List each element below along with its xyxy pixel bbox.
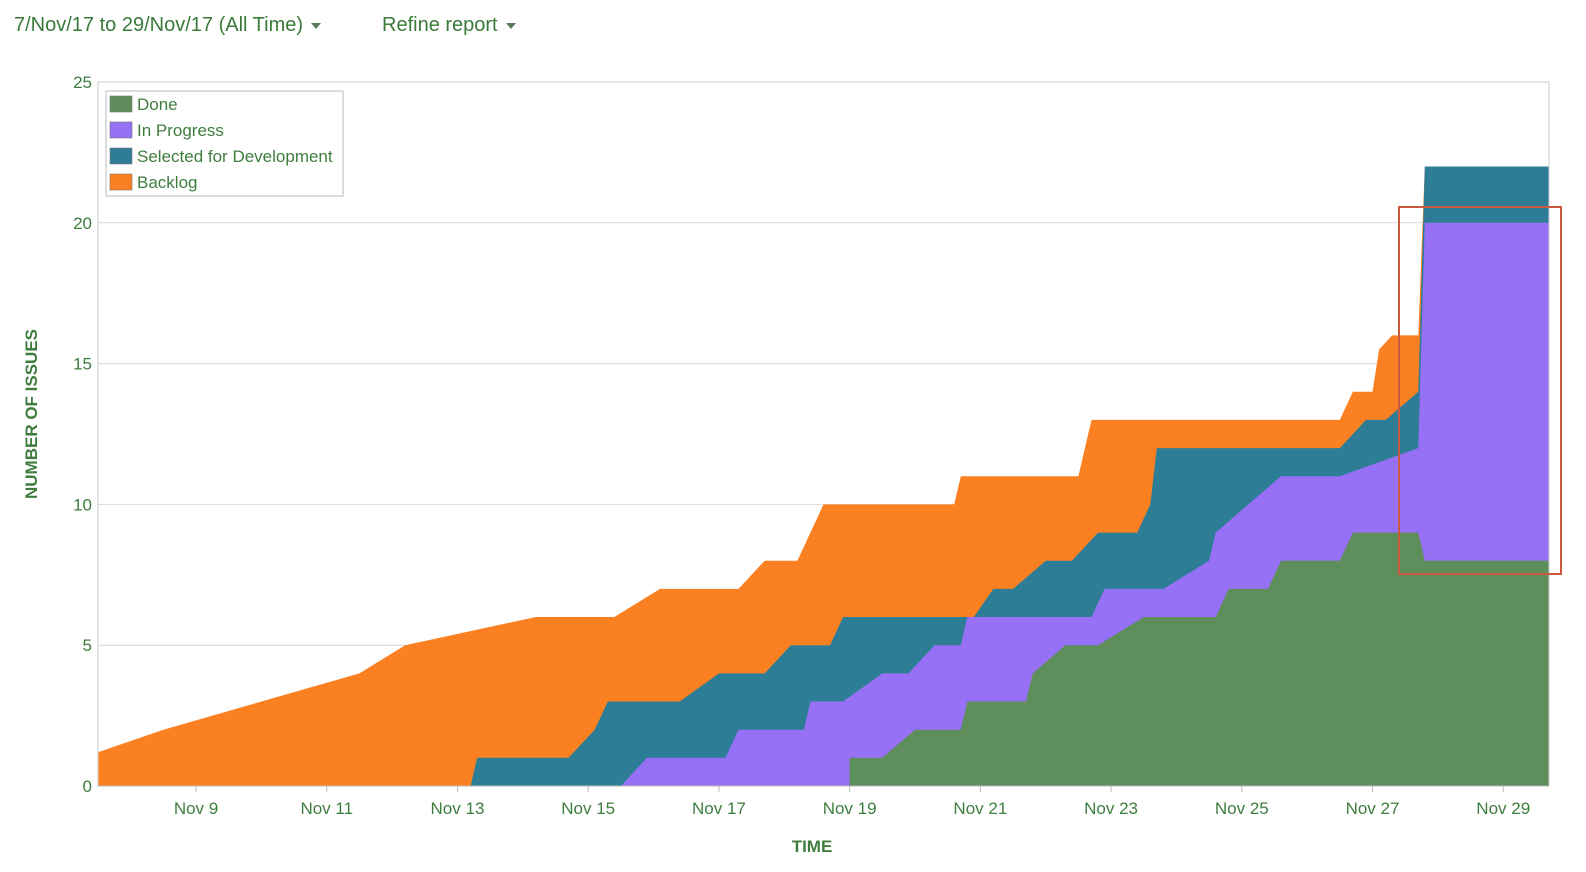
y-axis-ticks: 0 5 10 15 20 25: [73, 73, 92, 796]
x-axis-ticks: Nov 9 Nov 11 Nov 13 Nov 15 Nov 17 Nov 19 Nov 2…: [174, 786, 1530, 818]
legend-swatch-done: [109, 95, 133, 113]
x-tick-label: Nov 21: [953, 799, 1007, 818]
y-tick-label: 0: [83, 777, 92, 796]
x-tick-label: Nov 9: [174, 799, 218, 818]
y-axis-title: NUMBER OF ISSUES: [22, 329, 41, 499]
y-tick-label: 15: [73, 355, 92, 374]
plot-areas: [98, 166, 1549, 787]
x-tick-label: Nov 29: [1476, 799, 1530, 818]
legend-swatch-selected: [109, 147, 133, 165]
caret-down-icon: [505, 22, 516, 29]
date-range-dropdown[interactable]: 7/Nov/17 to 29/Nov/17 (All Time): [14, 14, 322, 37]
legend-box: [105, 90, 344, 197]
x-tick-label: Nov 17: [692, 799, 746, 818]
legend-label-in-progress: In Progress: [137, 121, 224, 140]
x-tick-label: Nov 25: [1215, 799, 1269, 818]
x-tick-label: Nov 13: [431, 799, 485, 818]
x-tick-label: Nov 11: [300, 799, 353, 818]
x-tick-label: Nov 19: [823, 799, 877, 818]
refine-report-dropdown[interactable]: Refine report: [382, 14, 516, 37]
legend-swatch-in-progress: [109, 121, 133, 139]
y-tick-label: 5: [83, 636, 92, 655]
plot-frame: [97, 81, 1550, 787]
chart-legend: Done In Progress Selected for Development B…: [105, 90, 344, 197]
legend-label-selected: Selected for Development: [137, 147, 333, 166]
highlight-box: [1398, 206, 1562, 575]
y-tick-label: 20: [73, 214, 92, 233]
legend-label-backlog: Backlog: [137, 173, 197, 192]
x-tick-label: Nov 23: [1084, 799, 1138, 818]
x-tick-label: Nov 15: [561, 799, 615, 818]
y-tick-label: 10: [73, 495, 92, 514]
y-tick-label: 25: [73, 73, 92, 92]
x-axis-title: TIME: [792, 837, 833, 856]
refine-report-label: Refine report: [382, 14, 498, 36]
legend-label-done: Done: [137, 95, 178, 114]
legend-swatch-backlog: [109, 173, 133, 191]
area-done: [98, 532, 1549, 786]
date-range-label: 7/Nov/17 to 29/Nov/17 (All Time): [14, 14, 304, 36]
x-tick-label: Nov 27: [1346, 799, 1400, 818]
caret-down-icon: [311, 22, 322, 29]
report-toolbar: 7/Nov/17 to 29/Nov/17 (All Time) Refine …: [0, 0, 1586, 56]
